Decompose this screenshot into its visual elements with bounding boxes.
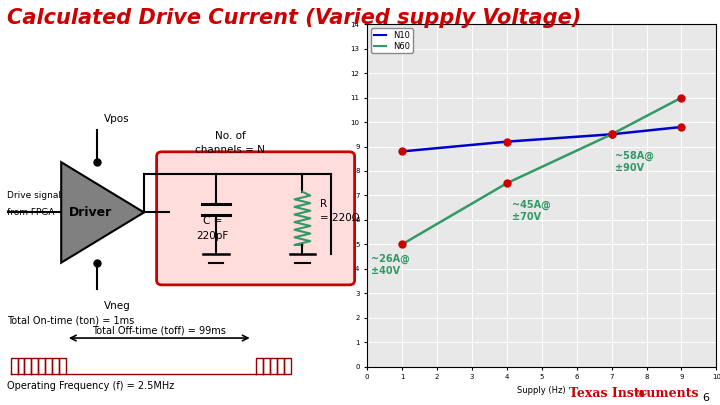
Legend: N10, N60: N10, N60 (372, 28, 413, 53)
Text: Driver: Driver (68, 206, 112, 219)
Text: channels = N: channels = N (195, 145, 266, 155)
Text: R: R (320, 198, 328, 209)
Text: No. of: No. of (215, 130, 246, 141)
Text: Total On-time (ton) = 1ms: Total On-time (ton) = 1ms (7, 316, 135, 326)
Text: ❧: ❧ (634, 385, 648, 403)
FancyBboxPatch shape (156, 152, 354, 285)
Text: Vpos: Vpos (104, 114, 130, 124)
Text: 6: 6 (702, 393, 709, 403)
X-axis label: Supply (Hz): Supply (Hz) (518, 386, 566, 395)
Text: Texas Instruments: Texas Instruments (569, 387, 698, 401)
Text: Drive signal: Drive signal (7, 191, 61, 200)
Text: = 220Ω: = 220Ω (320, 213, 360, 223)
Text: Vneg: Vneg (104, 301, 131, 311)
Text: Calculated Drive Current (Varied supply Voltage): Calculated Drive Current (Varied supply … (7, 8, 582, 28)
Text: Operating Frequency (f) = 2.5MHz: Operating Frequency (f) = 2.5MHz (7, 381, 174, 391)
Text: ~26A@
±40V: ~26A@ ±40V (371, 254, 410, 276)
Text: 220pF: 220pF (197, 231, 228, 241)
Text: Total Off-time (toff) = 99ms: Total Off-time (toff) = 99ms (92, 325, 226, 335)
Text: from FPGA: from FPGA (7, 209, 55, 217)
Text: ~58A@
±90V: ~58A@ ±90V (615, 151, 654, 173)
Text: ~45A@
±70V: ~45A@ ±70V (512, 200, 551, 222)
Text: C =: C = (203, 216, 222, 226)
Polygon shape (61, 162, 144, 263)
